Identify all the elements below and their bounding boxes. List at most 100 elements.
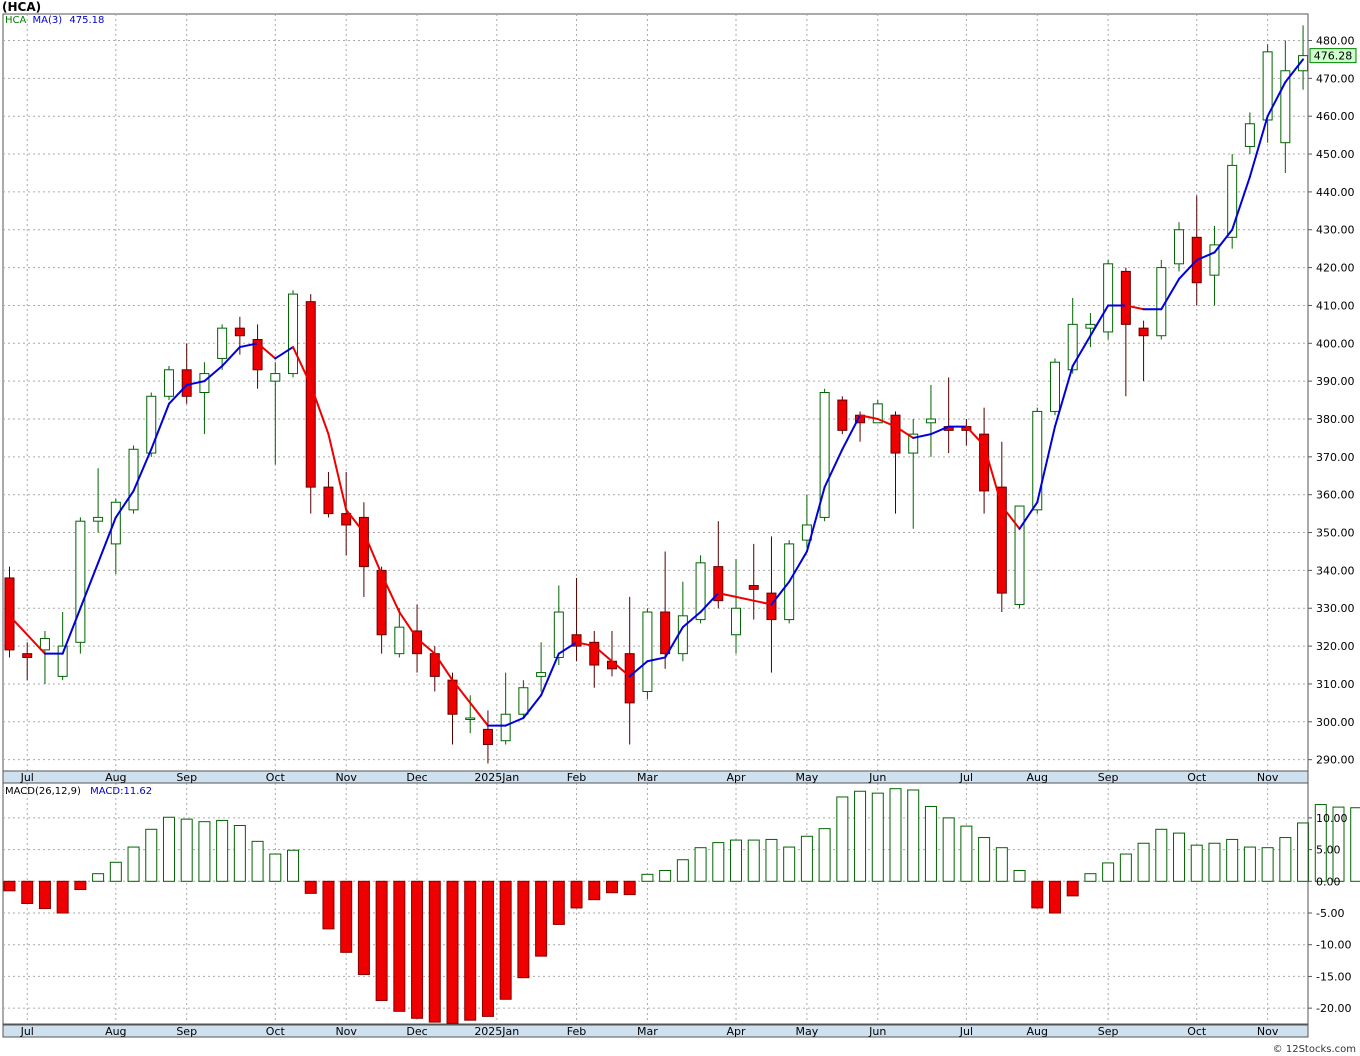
- macd-bar-positive: [942, 817, 955, 882]
- macd-bar-positive: [1173, 832, 1186, 882]
- macd-bar-positive: [978, 837, 991, 882]
- macd-bar-negative: [1048, 880, 1061, 914]
- ma3-segment: [292, 346, 312, 386]
- macd-tick-label: -10.00: [1316, 939, 1351, 952]
- candle-up: [146, 395, 157, 454]
- macd-bar-negative: [357, 880, 370, 976]
- macd-bar-negative: [411, 880, 424, 1019]
- macd-bar-positive: [269, 853, 282, 882]
- ma3-segment: [628, 660, 649, 678]
- month-label: May: [796, 771, 819, 784]
- macd-bar-positive: [287, 849, 300, 882]
- macd-bar-negative: [74, 880, 87, 891]
- candle-up: [270, 373, 281, 382]
- month-label: Oct: [266, 1025, 286, 1038]
- ma3-segment: [167, 383, 188, 405]
- ma3-segment: [433, 652, 454, 682]
- month-label: Aug: [1027, 1025, 1048, 1038]
- ma3-segment: [610, 660, 631, 678]
- price-layer: [4, 25, 1309, 764]
- month-label: Apr: [727, 1025, 747, 1038]
- ma3-segment: [238, 342, 259, 349]
- macd-bar-positive: [871, 792, 884, 882]
- ma3-segment: [876, 417, 897, 428]
- candle-down: [341, 513, 352, 526]
- ma3-segment: [150, 402, 170, 451]
- macd-bar-positive: [1102, 862, 1115, 882]
- ma3-segment: [1071, 334, 1092, 368]
- macd-bar-positive: [92, 873, 105, 882]
- macd-bar-negative: [304, 880, 317, 894]
- candle-down: [482, 728, 493, 746]
- chart-title: (HCA): [2, 0, 42, 14]
- ma3-segment: [380, 573, 401, 614]
- ma3-segment: [1124, 304, 1145, 311]
- macd-bar-positive: [1208, 842, 1221, 882]
- macd-bar-negative: [517, 880, 530, 979]
- ma3-segment: [97, 516, 117, 564]
- candle-up: [110, 501, 121, 545]
- macd-tick-label: 5.00: [1316, 844, 1341, 857]
- macd-layer: [3, 788, 1360, 1024]
- candle-up: [288, 293, 299, 375]
- ma3-segment: [965, 425, 986, 447]
- macd-bar-negative: [21, 880, 34, 904]
- candle-up: [731, 607, 742, 636]
- ma3-segment: [1178, 259, 1198, 280]
- month-label: Jul: [20, 1025, 34, 1038]
- macd-bar-negative: [499, 880, 512, 1000]
- macd-bar-positive: [783, 846, 796, 882]
- ma3-segment: [416, 637, 436, 655]
- macd-bar-positive: [180, 818, 193, 882]
- price-date-axis: [2, 770, 1309, 784]
- month-label: Aug: [105, 1025, 126, 1038]
- macd-bar-negative: [1031, 880, 1044, 909]
- macd-tick-label: -20.00: [1316, 1002, 1351, 1015]
- macd-bar-negative: [623, 880, 636, 896]
- macd-bar-positive: [1243, 846, 1256, 882]
- ma3-segment: [557, 641, 578, 655]
- month-label: 2025Jan: [474, 771, 519, 784]
- macd-bar-negative: [1066, 880, 1079, 897]
- macd-tick-label: -15.00: [1316, 970, 1351, 983]
- macd-bar-positive: [730, 839, 743, 882]
- candle-up: [1032, 410, 1043, 511]
- macd-legend: MACD(26,12,9) MACD:11.62: [5, 786, 152, 797]
- legend-symbol: HCA: [5, 15, 27, 26]
- price-tick-label: 430.00: [1316, 224, 1355, 237]
- legend-ma-value: 475.18: [69, 15, 105, 26]
- month-label: Nov: [1257, 771, 1279, 784]
- macd-bar-negative: [481, 880, 494, 1017]
- axis-layer: 290.00 300.00 310.00 320.00 330.00 340.00 350.…: [2, 14, 1357, 1038]
- macd-bar-positive: [659, 870, 672, 882]
- macd-bar-positive: [1137, 842, 1150, 882]
- macd-bar-positive: [1013, 870, 1026, 882]
- candle-up: [57, 645, 68, 677]
- candle-down: [996, 486, 1007, 594]
- ma3-segment: [983, 444, 1003, 508]
- ma3-segment: [221, 346, 241, 368]
- macd-bar-positive: [712, 842, 725, 882]
- ma3-segment: [132, 448, 153, 492]
- ma3-segment: [61, 607, 82, 655]
- candle-up: [1280, 70, 1291, 144]
- ma3-segment: [185, 380, 206, 386]
- credit-text: © 12Stocks.com: [1272, 1044, 1356, 1055]
- macd-bar-positive: [1119, 853, 1132, 882]
- ma3-segment: [522, 694, 543, 720]
- ma3-segment: [681, 611, 702, 629]
- candle-down: [323, 486, 334, 515]
- macd-bar-positive: [924, 805, 937, 882]
- candle-down: [1120, 270, 1131, 325]
- price-tick-label: 300.00: [1316, 716, 1355, 729]
- macd-bar-positive: [907, 789, 920, 882]
- price-tick-label: 410.00: [1316, 299, 1355, 312]
- price-tick-label: 370.00: [1316, 451, 1355, 464]
- last-price-label: 476.28: [1314, 50, 1353, 63]
- month-label: Nov: [1257, 1025, 1279, 1038]
- candle-down: [624, 653, 635, 704]
- ma3-segment: [894, 425, 915, 439]
- candle-down: [748, 585, 759, 590]
- ma3-segment: [823, 448, 844, 489]
